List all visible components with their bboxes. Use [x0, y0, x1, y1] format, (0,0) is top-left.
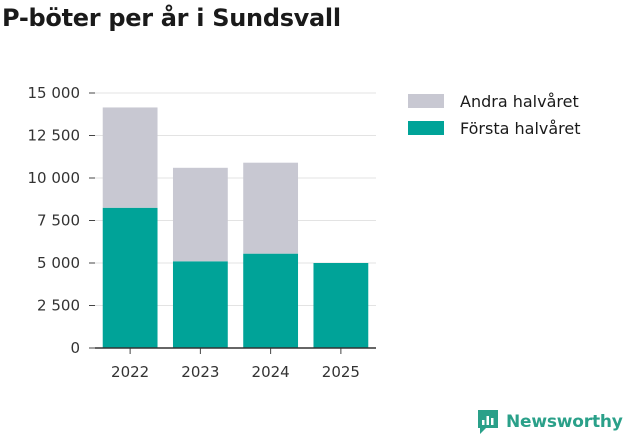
bar-2022-forsta	[102, 207, 158, 348]
y-tick-label: 12 500	[28, 127, 81, 145]
x-tick-label: 2022	[111, 363, 149, 381]
newsworthy-logo: Newsworthy	[476, 408, 623, 436]
bar-2024-forsta	[243, 253, 299, 348]
legend-label: Första halvåret	[460, 119, 581, 138]
bar-2024-andra	[243, 162, 299, 254]
x-tick-label: 2024	[252, 363, 290, 381]
legend-swatch-andra	[408, 94, 444, 108]
legend-swatch-forsta	[408, 121, 444, 135]
y-tick-label: 10 000	[28, 169, 81, 187]
y-tick-label: 15 000	[28, 84, 81, 102]
y-tick-label: 0	[70, 339, 80, 357]
newsworthy-logo-icon	[478, 410, 498, 434]
legend-label: Andra halvåret	[460, 92, 579, 111]
chart-title: P-böter per år i Sundsvall	[2, 4, 341, 32]
bar-2023-forsta	[172, 261, 228, 348]
bar-2022-andra	[102, 107, 158, 208]
y-tick-label: 2 500	[37, 297, 80, 315]
x-tick-label: 2025	[322, 363, 360, 381]
x-tick-label: 2023	[181, 363, 219, 381]
y-tick-label: 5 000	[37, 254, 80, 272]
bar-2023-andra	[172, 167, 228, 262]
bar-2025-forsta	[313, 263, 369, 348]
y-tick-label: 7 500	[37, 212, 80, 230]
newsworthy-logo-text: Newsworthy	[506, 412, 623, 432]
